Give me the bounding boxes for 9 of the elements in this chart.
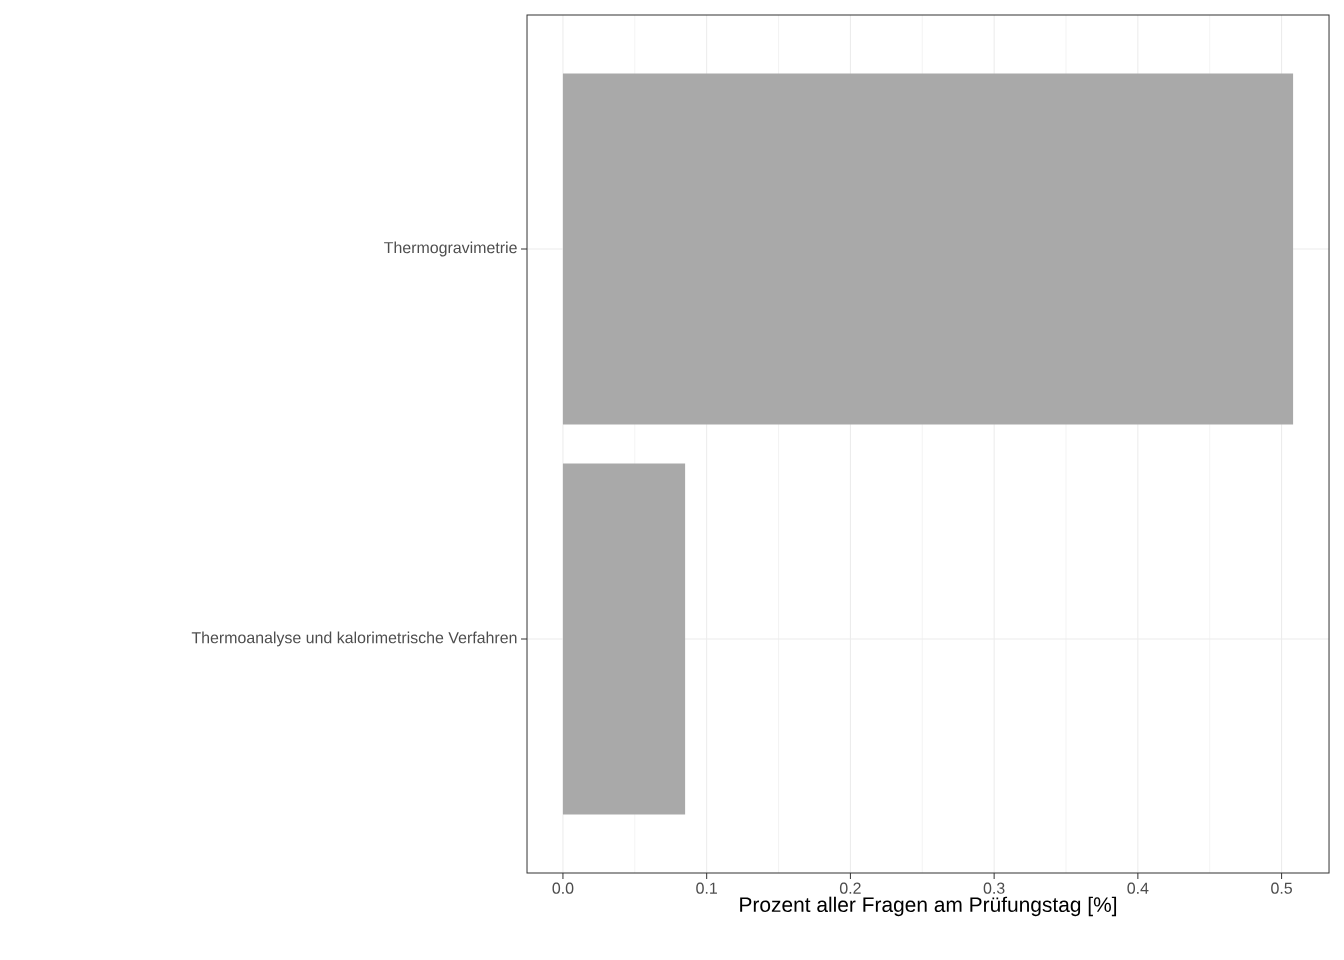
x-tick-label: 0.2 [839,882,861,894]
y-tick-label: Thermogravimetrie [384,241,517,257]
x-tick-label: 0.1 [696,882,717,894]
x-axis-title: Prozent aller Fragen am Prüfungstag [%] [740,896,1117,917]
y-tick-label: Thermoanalyse und kalorimetrische Verfahren [191,631,517,647]
x-tick-label: 0.0 [552,882,574,894]
x-tick-label: 0.4 [1127,882,1149,894]
x-tick-label: 0.5 [1271,882,1292,894]
x-tick-label: 0.3 [983,882,1005,894]
